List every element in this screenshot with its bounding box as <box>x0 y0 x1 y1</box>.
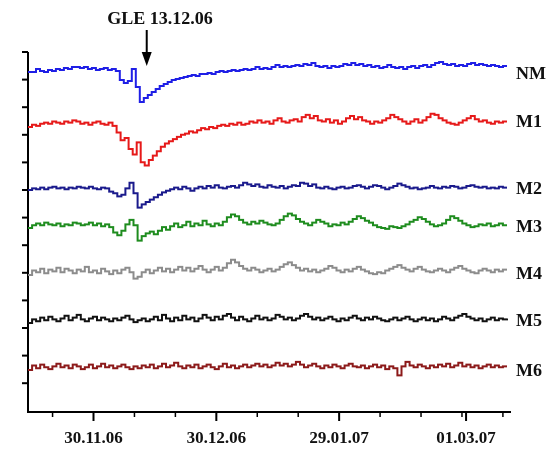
series-line-m3 <box>28 212 507 242</box>
series-label-m2: M2 <box>516 178 542 198</box>
series-label-m1: M1 <box>516 111 542 131</box>
series-line-m2 <box>28 181 507 209</box>
series-line-nm <box>28 61 507 103</box>
series-label-m3: M3 <box>516 216 542 236</box>
series-line-m5 <box>28 313 508 324</box>
x-tick-label: 01.03.07 <box>436 428 496 447</box>
chart-axes: 30.11.06 30.12.06 29.01.07 01.03.07 <box>22 51 511 447</box>
gle-annotation-label: GLE 13.12.06 <box>107 8 213 28</box>
chart-labels-layer: NM M1 M2 M3 M4 M5 M6 <box>516 63 546 380</box>
x-tick-label: 29.01.07 <box>309 428 369 447</box>
series-label-nm: NM <box>516 63 546 83</box>
series-label-m6: M6 <box>516 360 542 380</box>
gle-arrow-head <box>141 52 152 66</box>
chart-annotation-layer: GLE 13.12.06 <box>107 8 213 66</box>
series-label-m5: M5 <box>516 310 542 330</box>
series-label-m4: M4 <box>516 263 542 283</box>
series-line-m1 <box>28 112 507 167</box>
x-tick-label: 30.11.06 <box>64 428 123 447</box>
chart-series-layer <box>28 61 508 377</box>
x-tick-label: 30.12.06 <box>187 428 247 447</box>
series-line-m6 <box>28 360 507 377</box>
series-line-m4 <box>28 258 507 280</box>
